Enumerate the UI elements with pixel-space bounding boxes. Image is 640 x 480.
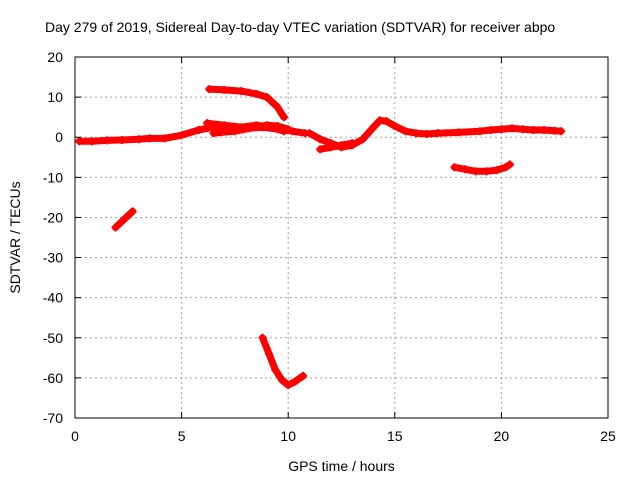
data-point [401, 127, 410, 136]
series-track-8-band [316, 139, 356, 153]
data-point [390, 121, 399, 130]
data-point [316, 135, 325, 144]
x-tick-label: 0 [71, 428, 79, 444]
data-point [433, 129, 442, 138]
data-point [326, 143, 335, 152]
data-point [117, 136, 126, 145]
x-tick-label: 20 [494, 428, 510, 444]
data-point [518, 125, 527, 134]
x-tick-label: 10 [280, 428, 296, 444]
data-point [117, 217, 126, 226]
data-point [529, 126, 538, 135]
data-point [271, 365, 280, 374]
data-point [358, 135, 367, 144]
data-point [220, 85, 229, 94]
data-point [277, 375, 286, 384]
data-point [160, 134, 169, 143]
data-point [284, 381, 293, 390]
data-point [252, 89, 261, 98]
data-point [497, 125, 506, 134]
data-point [337, 141, 346, 150]
series-track-5-band [112, 207, 137, 231]
axis-ticks: 0 5 10 15 20 25 20 10 0 -10 -20 -30 -40 -50 -60 -70 [43, 49, 616, 444]
data-point [454, 128, 463, 137]
data-point [209, 129, 218, 138]
data-point [369, 123, 378, 132]
data-point [348, 139, 357, 148]
data-point [316, 145, 325, 154]
y-tick-label: -30 [43, 250, 63, 266]
data-point [493, 166, 502, 175]
data-point [501, 163, 510, 172]
data-point [412, 129, 421, 138]
data-point [203, 119, 212, 128]
y-tick-label: -70 [43, 410, 63, 426]
data-point [305, 129, 314, 138]
data-point [382, 117, 391, 126]
data-point [205, 85, 214, 94]
data-point [508, 124, 517, 133]
data-point [177, 131, 186, 140]
data-point [461, 165, 470, 174]
data-point [134, 135, 143, 144]
series-track-6-band [259, 334, 307, 389]
y-tick-label: 20 [47, 49, 63, 65]
data-point [486, 126, 495, 135]
data-point [279, 113, 288, 122]
data-point [265, 349, 274, 358]
data-point [482, 167, 491, 176]
y-tick-label: -60 [43, 370, 63, 386]
data-point [471, 167, 480, 176]
data-point [230, 127, 239, 136]
data-point [128, 207, 137, 216]
data-point [422, 130, 431, 139]
chart-title: Day 279 of 2019, Sidereal Day-to-day VTE… [45, 19, 555, 35]
x-tick-label: 5 [178, 428, 186, 444]
x-axis-label: GPS time / hours [288, 458, 395, 474]
data-point [124, 211, 133, 220]
data-point [505, 160, 514, 169]
x-tick-label: 25 [600, 428, 616, 444]
data-point [111, 223, 120, 232]
y-tick-label: -40 [43, 290, 63, 306]
y-tick-label: -10 [43, 169, 63, 185]
data-point [290, 377, 299, 386]
data-point [540, 126, 549, 135]
y-tick-label: 0 [55, 129, 63, 145]
data-point [299, 371, 308, 380]
data-point [262, 93, 271, 102]
x-tick-label: 15 [387, 428, 403, 444]
data-point [557, 127, 566, 136]
data-point [258, 333, 267, 342]
data-marks [75, 85, 566, 390]
data-point [237, 87, 246, 96]
data-point [273, 103, 282, 112]
data-point [75, 137, 84, 146]
data-point [252, 123, 261, 132]
data-point [273, 121, 282, 130]
data-point [194, 126, 203, 135]
data-point [145, 134, 154, 143]
data-point [102, 136, 111, 145]
plot-frame [74, 56, 609, 419]
y-tick-label: -50 [43, 330, 63, 346]
data-point [220, 121, 229, 130]
y-axis-label: SDTVAR / TECUs [7, 181, 23, 293]
y-tick-label: 10 [47, 89, 63, 105]
y-tick-label: -20 [43, 209, 63, 225]
data-point [88, 137, 97, 146]
grid [75, 57, 608, 418]
series-track-4-band [205, 85, 288, 121]
data-point [284, 125, 293, 134]
data-point [262, 121, 271, 130]
data-point [450, 163, 459, 172]
data-point [476, 127, 485, 136]
